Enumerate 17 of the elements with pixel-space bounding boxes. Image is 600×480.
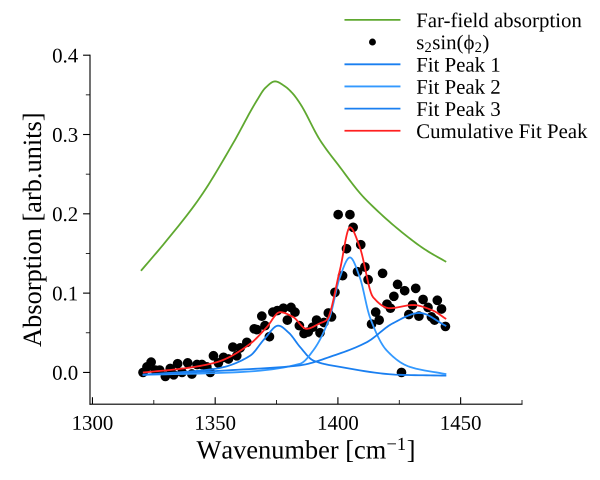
x-tick-label: 1450 — [442, 416, 481, 430]
legend-label: Cumulative Fit Peak — [417, 124, 588, 138]
legend-label: Fit Peak 3 — [416, 101, 500, 116]
x-tick-label: 1300 — [73, 416, 112, 430]
x-tick-label: 1350 — [196, 416, 236, 430]
y-axis-title: Absorption [arb.units] — [22, 114, 47, 347]
legend-label: Fit Peak 2 — [416, 79, 500, 94]
y-tick-label: 0.0 — [52, 366, 78, 380]
x-axis-title: Wavenumber [cm$^{−1}$] — [196, 438, 414, 462]
y-tick-label: 0.2 — [52, 207, 78, 222]
x-tick-label: 1400 — [318, 416, 358, 430]
y-tick-label: 0.3 — [52, 128, 78, 142]
legend-label: Far-field absorption — [416, 12, 582, 32]
y-tick-label: 0.4 — [52, 48, 78, 63]
legend-label: s$_{2}$sin(ϕ$_{2}$) — [417, 34, 488, 54]
legend-label: Fit Peak 1 — [416, 57, 500, 72]
y-tick-label: 0.1 — [52, 286, 77, 301]
